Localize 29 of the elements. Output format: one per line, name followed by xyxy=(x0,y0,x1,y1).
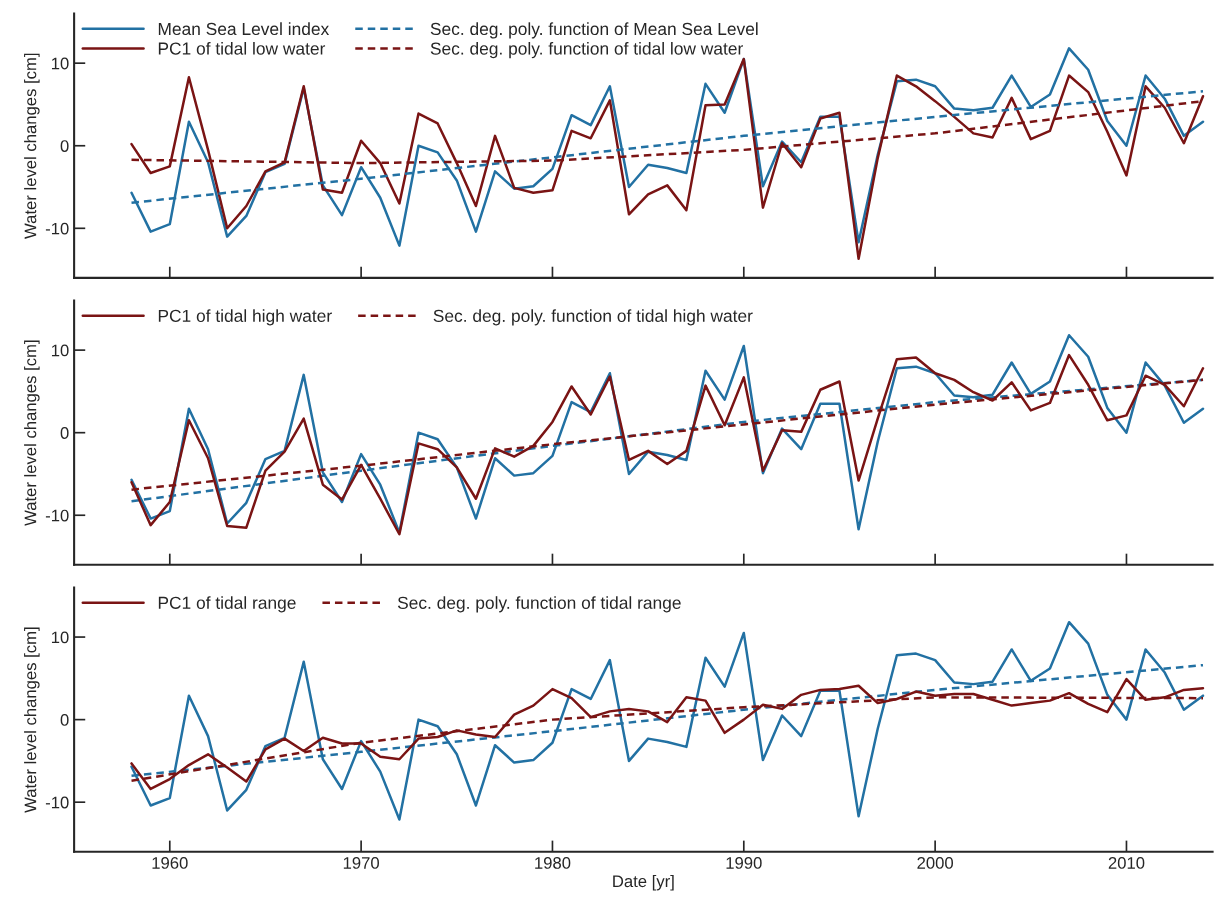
x-tick-label: 2010 xyxy=(1108,857,1145,869)
y-tick-label: -10 xyxy=(45,509,69,522)
legend-label: Mean Sea Level index xyxy=(158,22,330,36)
y-tick-label: 0 xyxy=(60,140,69,152)
x-tick-label: 1960 xyxy=(152,857,188,869)
y-tick-label: 10 xyxy=(51,631,69,644)
legend-label: Sec. deg. poly. function of Mean Sea Level xyxy=(430,22,758,39)
y-tick-label: 0 xyxy=(60,714,69,726)
x-axis-title: Date [yr] xyxy=(613,874,674,891)
line-series xyxy=(130,677,1205,791)
y-tick-label: -10 xyxy=(45,796,69,809)
y-axis-title: Water level changes [cm] xyxy=(24,627,40,813)
y-tick-label: -10 xyxy=(45,222,69,235)
x-tick-label: 1980 xyxy=(535,857,571,869)
legend-label: Sec. deg. poly. function of tidal range xyxy=(397,596,681,613)
legend-label: Sec. deg. poly. function of tidal high water xyxy=(433,309,753,326)
x-tick-label: 2000 xyxy=(917,857,954,869)
y-axis-title: Water level changes [cm] xyxy=(24,340,40,526)
y-tick-label: 10 xyxy=(51,57,69,70)
y-tick-label: 10 xyxy=(51,344,69,357)
legend-label: PC1 of tidal low water xyxy=(158,41,326,55)
y-axis-title: Water level changes [cm] xyxy=(24,53,40,239)
line-series xyxy=(130,620,1205,821)
legend-label: PC1 of tidal range xyxy=(158,596,296,613)
x-tick-label: 1990 xyxy=(726,857,762,869)
y-tick-label: 0 xyxy=(60,427,69,439)
legend-label: PC1 of tidal high water xyxy=(158,309,332,326)
legend-label: Sec. deg. poly. function of tidal low water xyxy=(430,41,743,59)
x-tick-label: 1970 xyxy=(343,857,380,869)
